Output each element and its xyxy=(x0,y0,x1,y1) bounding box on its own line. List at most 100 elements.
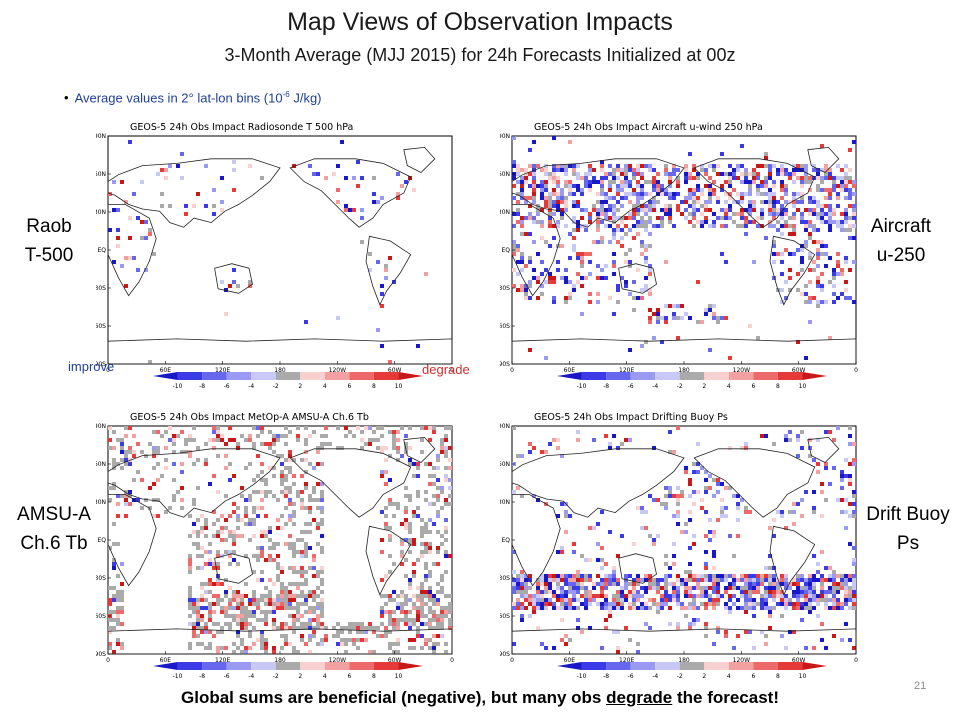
coastline-outline xyxy=(107,494,157,587)
colorbar-swatch xyxy=(226,372,252,380)
colorbar-swatch xyxy=(679,662,705,670)
degrade-label: degrade xyxy=(422,362,470,377)
footer-statement: Global sums are beneficial (negative), b… xyxy=(0,688,960,708)
colorbar-tick-label: -8 xyxy=(199,383,205,390)
coastline-outline xyxy=(807,146,840,173)
colorbar-tick-label: 2 xyxy=(298,383,302,390)
bullet-text-prefix: Average values in 2° lat-lon bins (10 xyxy=(74,90,283,106)
coastline-outline xyxy=(511,158,685,228)
lon-tick-label: 180 xyxy=(274,367,286,374)
lat-tick-label: 60S xyxy=(500,613,510,620)
colorbar-swatch xyxy=(251,372,276,380)
lat-tick-label: 30S xyxy=(500,575,510,582)
lon-tick-label: 0 xyxy=(450,367,454,374)
colorbar-swatch xyxy=(300,662,325,670)
map-title: GEOS-5 24h Obs Impact Aircraft u-wind 25… xyxy=(534,122,763,133)
lat-tick-label: 60N xyxy=(500,171,510,178)
coastline-outline xyxy=(511,204,561,297)
colorbar-tick-label: -2 xyxy=(677,673,683,680)
colorbar-swatch xyxy=(753,372,778,380)
side-label-line: Drift Buoy xyxy=(866,504,950,525)
colorbar-tick-label: 10 xyxy=(799,673,807,680)
colorbar-swatch xyxy=(777,662,803,670)
coastline-outline xyxy=(403,436,436,463)
colorbar-tick-label: 2 xyxy=(702,673,706,680)
colorbar-tick-label: -10 xyxy=(577,673,587,680)
side-label-line: u-250 xyxy=(876,245,926,266)
impact-cells xyxy=(512,426,856,654)
colorbar-swatch xyxy=(606,372,631,380)
colorbar-tick-label: -8 xyxy=(603,673,609,680)
colorbar-tick-label: 10 xyxy=(395,383,403,390)
colorbar-tick-label: -4 xyxy=(652,673,658,680)
lat-tick-label: 30N xyxy=(500,209,510,216)
coastline-outline xyxy=(365,235,412,306)
side-label-line: T-500 xyxy=(24,245,74,266)
lon-tick-label: 60E xyxy=(564,367,576,374)
colorbar-swatch xyxy=(753,662,778,670)
impact-cells xyxy=(108,426,452,654)
colorbar-tick-label: -8 xyxy=(603,383,609,390)
colorbar-swatch xyxy=(655,372,680,380)
coastline-outline xyxy=(693,448,816,518)
lat-tick-label: 90N xyxy=(500,133,510,140)
slide-number: 21 xyxy=(914,680,927,692)
colorbar-tick-label: 4 xyxy=(727,673,731,680)
colorbar-tick-label: 2 xyxy=(702,383,706,390)
lon-tick-label: 120W xyxy=(733,367,750,374)
colorbar-tick-label: -4 xyxy=(248,673,254,680)
side-label-raob: Raob T-500 xyxy=(18,212,80,270)
bullet-note: • Average values in 2° lat-lon bins (10-6… xyxy=(64,90,322,105)
coastline-outline xyxy=(511,494,561,587)
map-panel-amsua: GEOS-5 24h Obs Impact MetOp-A AMSU-A Ch.… xyxy=(94,408,460,666)
lon-tick-label: 180 xyxy=(274,657,286,664)
colorbar-swatch xyxy=(324,372,350,380)
lon-tick-label: 0 xyxy=(510,657,514,664)
colorbar-swatch xyxy=(630,662,656,670)
colorbar-tick-label: 8 xyxy=(776,383,780,390)
colorbar-tick-label: -10 xyxy=(173,383,183,390)
coastline-outline xyxy=(403,146,436,173)
footer-text-after: the forecast! xyxy=(672,688,779,707)
coastline-outline xyxy=(807,436,840,463)
colorbar-swatch xyxy=(704,662,729,670)
side-label-line: Aircraft xyxy=(870,216,932,237)
coastline-outline xyxy=(693,158,816,228)
colorbar-swatch xyxy=(802,372,827,380)
lat-tick-label: 30S xyxy=(96,285,106,292)
lon-tick-label: 120W xyxy=(329,657,346,664)
map-panel-raob: GEOS-5 24h Obs Impact Radiosonde T 500 h… xyxy=(94,118,460,376)
colorbar-swatch xyxy=(373,662,399,670)
lon-tick-label: 120E xyxy=(215,367,230,374)
side-label-buoy: Drift Buoy Ps xyxy=(856,500,960,558)
colorbar-tick-label: 6 xyxy=(751,673,755,680)
lon-tick-label: 0 xyxy=(106,657,110,664)
colorbar-tick-label: -2 xyxy=(273,383,279,390)
lon-tick-label: 60E xyxy=(564,657,576,664)
map-title: GEOS-5 24h Obs Impact MetOp-A AMSU-A Ch.… xyxy=(130,412,369,423)
map-panel-aircraft: GEOS-5 24h Obs Impact Aircraft u-wind 25… xyxy=(498,118,864,376)
colorbar-tick-label: 6 xyxy=(751,383,755,390)
colorbar-swatch xyxy=(557,662,582,670)
lat-tick-label: 30N xyxy=(500,499,510,506)
colorbar-buoy: -10 -8 -6 -4 -2 2 4 6 8 10 xyxy=(557,662,827,680)
colorbar-swatch xyxy=(349,662,374,670)
colorbar-swatch xyxy=(802,662,827,670)
lat-tick-label: 90N xyxy=(96,133,106,140)
colorbar-swatch xyxy=(373,372,399,380)
lat-tick-label: EQ xyxy=(97,537,106,544)
colorbar-swatch xyxy=(398,372,423,380)
improve-label: improve xyxy=(68,359,115,374)
slide-title: Map Views of Observation Impacts xyxy=(287,8,673,36)
colorbar-swatch xyxy=(226,662,252,670)
colorbar-swatch xyxy=(275,662,301,670)
lat-tick-label: 60S xyxy=(500,323,510,330)
colorbar-swatch xyxy=(581,372,607,380)
lat-tick-label: 60N xyxy=(500,461,510,468)
lon-tick-label: 120W xyxy=(733,657,750,664)
side-label-line: Raob xyxy=(26,216,72,237)
lon-tick-label: 180 xyxy=(678,657,690,664)
colorbar-swatch xyxy=(177,372,203,380)
colorbar-swatch xyxy=(202,662,227,670)
lat-tick-label: 60N xyxy=(96,461,106,468)
